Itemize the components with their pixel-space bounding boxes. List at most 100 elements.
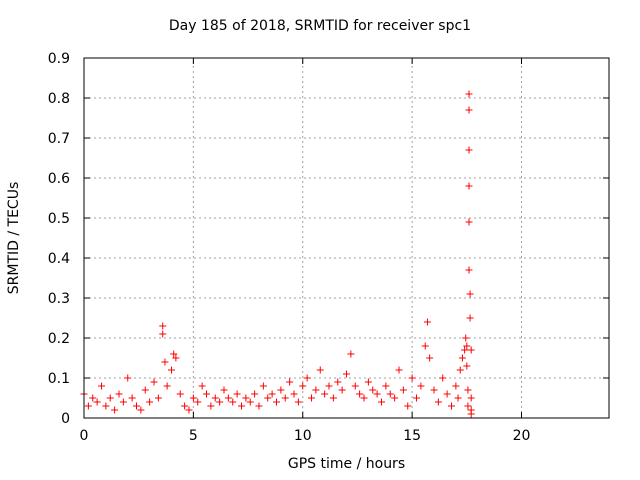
data-point — [312, 386, 320, 394]
y-axis-label: SRMTID / TECUs — [6, 181, 22, 295]
data-series — [80, 90, 475, 418]
data-point — [391, 394, 399, 402]
data-point — [467, 394, 475, 402]
data-point — [273, 398, 280, 406]
data-point — [224, 394, 232, 402]
data-point — [439, 374, 447, 382]
data-point — [369, 386, 377, 394]
data-point — [264, 394, 272, 402]
data-point — [290, 390, 298, 398]
data-point — [465, 266, 473, 274]
data-point — [185, 406, 193, 414]
data-point — [321, 390, 329, 398]
data-point — [268, 390, 276, 398]
chart-title: Day 185 of 2018, SRMTID for receiver spc… — [168, 18, 472, 34]
data-point — [452, 382, 460, 390]
data-point — [465, 182, 473, 190]
data-point — [181, 402, 189, 410]
data-point — [168, 366, 175, 374]
data-point — [334, 378, 342, 386]
data-point — [198, 382, 206, 390]
data-point — [98, 382, 105, 390]
data-point — [211, 394, 219, 402]
axis-ticks: 0 5 10 15 20 0 0.1 0.2 0.3 0.4 0.5 0.6 0.7 0.8 0.9 — [48, 51, 609, 444]
y-tick-label: 0.1 — [48, 371, 70, 387]
data-point — [347, 350, 355, 358]
data-point — [454, 394, 462, 402]
data-point — [286, 378, 294, 386]
data-point — [364, 378, 372, 386]
data-point — [351, 382, 359, 390]
data-point — [176, 390, 184, 398]
data-point — [89, 394, 97, 402]
x-tick-label: 10 — [294, 428, 312, 444]
data-point — [448, 402, 455, 410]
data-point — [259, 382, 267, 390]
y-tick-label: 0.9 — [48, 51, 70, 67]
data-point — [303, 374, 311, 382]
data-point — [417, 382, 425, 390]
data-point — [172, 354, 180, 362]
data-point — [356, 390, 364, 398]
data-point — [115, 390, 123, 398]
data-point — [395, 366, 403, 374]
grid — [84, 58, 609, 418]
data-point — [465, 90, 473, 98]
data-point — [119, 398, 127, 406]
data-point — [246, 398, 254, 406]
data-point — [386, 390, 394, 398]
data-point — [229, 398, 237, 406]
data-point — [146, 398, 154, 406]
x-tick-label: 15 — [403, 428, 421, 444]
y-tick-label: 0.8 — [48, 91, 70, 107]
data-point — [338, 386, 346, 394]
data-point — [128, 394, 136, 402]
plot-area-border — [83, 57, 610, 419]
data-point — [465, 106, 473, 114]
data-point — [465, 218, 473, 226]
y-tick-label: 0.4 — [48, 251, 70, 267]
data-point — [170, 350, 178, 358]
data-point — [251, 390, 259, 398]
data-point — [294, 398, 302, 406]
data-point — [458, 354, 466, 362]
data-point — [242, 394, 250, 402]
data-point — [84, 402, 92, 410]
data-point — [308, 394, 315, 402]
data-point — [277, 386, 285, 394]
data-point — [378, 398, 385, 406]
x-axis-label: GPS time / hours — [287, 456, 406, 472]
data-point — [343, 370, 350, 378]
data-point — [203, 390, 210, 398]
data-point — [154, 394, 162, 402]
data-point — [462, 334, 470, 342]
data-point — [281, 394, 289, 402]
y-tick-label: 0.2 — [48, 331, 70, 347]
data-point — [399, 386, 407, 394]
data-point — [255, 402, 263, 410]
data-point — [423, 318, 431, 326]
y-tick-label: 0.3 — [48, 291, 70, 307]
data-point — [141, 386, 149, 394]
data-point — [408, 374, 416, 382]
data-point — [463, 342, 471, 350]
data-point — [161, 358, 169, 366]
data-point — [430, 386, 438, 394]
x-tick-label: 5 — [189, 428, 198, 444]
y-tick-label: 0.5 — [48, 211, 70, 227]
data-point — [373, 390, 381, 398]
data-point — [207, 402, 215, 410]
data-point — [434, 398, 442, 406]
data-point — [456, 366, 464, 374]
data-point — [426, 354, 434, 362]
data-point — [159, 322, 167, 330]
data-point — [194, 398, 202, 406]
y-tick-label: 0.6 — [48, 171, 70, 187]
data-point — [421, 342, 429, 350]
data-point — [106, 394, 114, 402]
data-point — [465, 146, 473, 154]
data-point — [404, 402, 412, 410]
data-point — [461, 346, 469, 354]
data-point — [189, 394, 197, 402]
